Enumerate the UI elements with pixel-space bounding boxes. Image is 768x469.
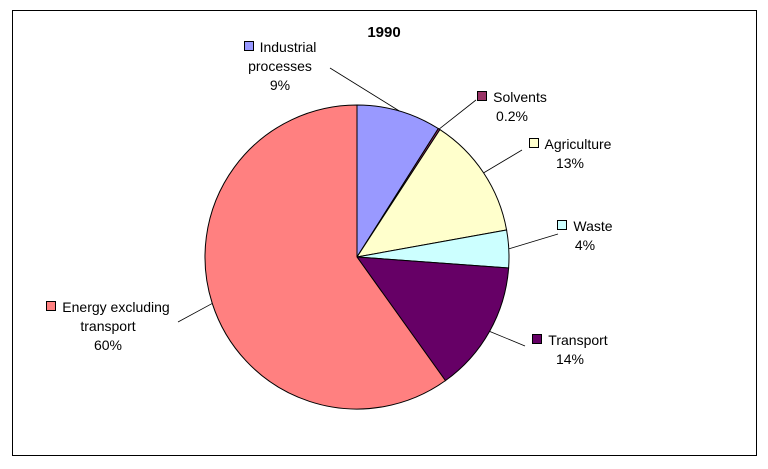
value-label: 4% [574, 237, 596, 253]
category-label: Energy excluding transport [62, 299, 170, 334]
leader-line [329, 67, 400, 112]
leader-line [438, 99, 477, 130]
slice-label: Transport 14% [515, 331, 625, 369]
value-label: 13% [555, 155, 585, 171]
slice-label: Waste 4% [545, 217, 625, 255]
leader-line [483, 149, 523, 174]
pie-slice [355, 128, 508, 258]
value-label: 0.2% [496, 108, 528, 124]
legend-swatch [532, 334, 543, 344]
value-label: 60% [93, 337, 123, 353]
pie-slice [356, 104, 439, 259]
pie-slice [355, 256, 510, 382]
legend-swatch [477, 91, 488, 101]
category-label: Transport [548, 332, 608, 348]
category-label: Agriculture [544, 136, 612, 152]
category-label: Solvents [493, 89, 547, 105]
slice-label: Energy excluding transport 60% [33, 298, 183, 355]
leader-line [489, 330, 526, 347]
leader-line [177, 303, 213, 323]
legend-swatch [528, 138, 539, 148]
value-label: 14% [555, 351, 585, 367]
legend-swatch [46, 301, 57, 311]
category-label: Waste [573, 218, 613, 234]
category-label: Industrial processes [248, 39, 317, 74]
legend-swatch [243, 41, 254, 51]
leader-line [508, 233, 559, 250]
value-label: 9% [269, 77, 291, 93]
chart-title: 1990 [367, 24, 401, 41]
slice-label: Industrial processes 9% [225, 38, 335, 95]
slice-label: Solvents 0.2% [457, 88, 567, 126]
legend-swatch [557, 220, 568, 230]
slice-label: Agriculture 13% [515, 135, 625, 173]
